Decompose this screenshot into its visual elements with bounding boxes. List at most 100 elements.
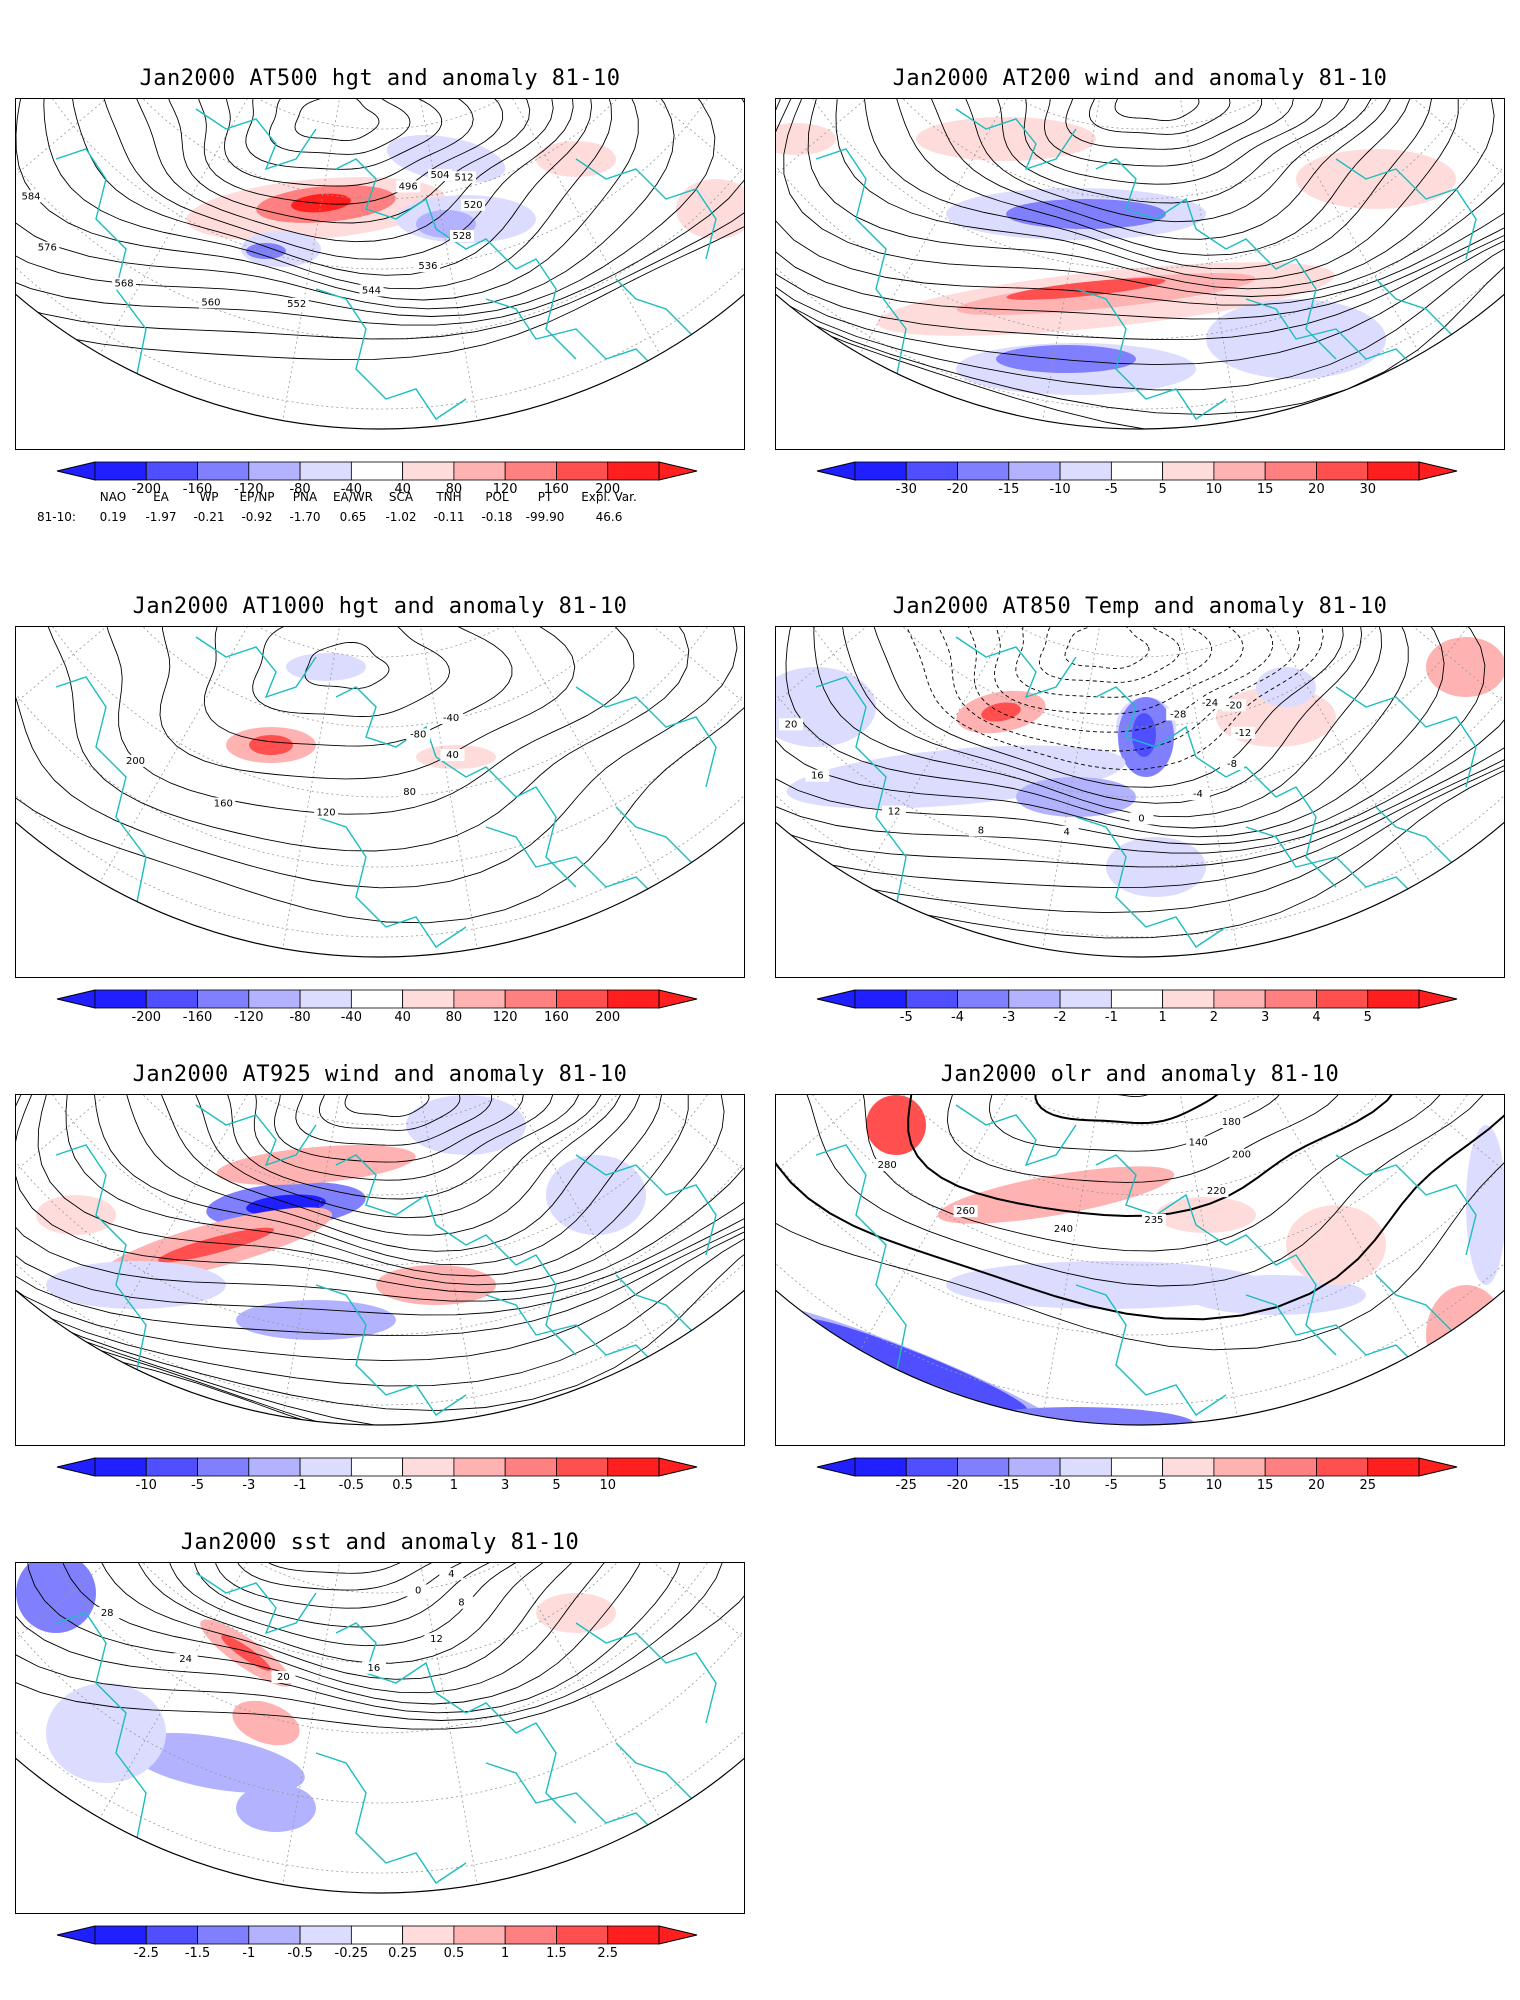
coastline (1095, 1154, 1197, 1226)
contour-label: 512 (454, 172, 473, 183)
contour-line (16, 1095, 744, 1293)
contour-line (43, 99, 612, 290)
anomaly-shading (232, 1700, 300, 1746)
colorbar-swatch (1367, 989, 1420, 1009)
index-name: EP/NP (239, 490, 275, 504)
colorbar-swatch (1110, 1457, 1164, 1477)
contour-line (16, 627, 744, 924)
anomaly-shading (286, 653, 366, 681)
contour-label: 496 (399, 181, 418, 192)
colorbar-tick-label: 80 (445, 482, 463, 497)
coastline (1075, 288, 1227, 420)
colorbar-swatch (504, 1925, 557, 1945)
contour-label: 4 (448, 1569, 454, 1580)
contour-line (16, 99, 639, 301)
contour-line (159, 627, 576, 780)
contour-line (783, 99, 1504, 297)
contour-line (16, 1095, 744, 1362)
contour-line (1088, 99, 1231, 135)
colorbar-swatch (556, 461, 609, 481)
colorbar-swatch (248, 989, 301, 1009)
colorbar-tick-label: 80 (445, 1010, 463, 1025)
colorbar-tick-label: -30 (895, 482, 917, 497)
colorbar-tick-label: -20 (946, 1478, 969, 1493)
contour-line (1084, 1095, 1170, 1098)
colorbar-ticks: -200 -160 -120 -80 -40 40 80 120 160 200 (57, 482, 697, 498)
colorbar-ticks: -25 -20 -15 -10 -5 5 10 15 20 25 (817, 1478, 1457, 1494)
colorbar-tick-label: -80 (289, 1010, 311, 1025)
anomaly-shading (246, 243, 286, 259)
graticule (16, 627, 744, 957)
colorbar-tick-label: -3 (1002, 1010, 1016, 1025)
contour-line (223, 99, 474, 187)
map-canvas (16, 1095, 744, 1426)
colorbar-tick-label: 10 (1205, 482, 1223, 497)
coastline (195, 1572, 317, 1635)
coastline (1375, 278, 1477, 340)
contour-line (16, 1563, 685, 1714)
anomaly-shading (804, 1318, 1028, 1412)
index-name: EA (153, 490, 169, 504)
anomaly-shading (916, 117, 1096, 161)
colorbar-swatch (1316, 989, 1369, 1009)
colorbar-tick-label: 3 (501, 1478, 510, 1493)
contour-line (268, 99, 411, 155)
colorbar-tick-label: 15 (1256, 1478, 1274, 1493)
index-value: -1.70 (289, 510, 321, 524)
contour-line (841, 627, 1363, 804)
colorbar-tick-label: -3 (242, 1478, 256, 1493)
colorbar-tick-label: -5 (191, 1478, 205, 1493)
map-area (775, 98, 1505, 450)
contour-line (81, 1563, 603, 1680)
colorbar-swatch (248, 461, 301, 481)
coastline (615, 806, 717, 868)
colorbar-tick-label: 200 (595, 1010, 621, 1025)
coastline (955, 108, 1077, 171)
colorbar-swatch (299, 461, 352, 481)
colorbar-swatch (1059, 989, 1112, 1009)
colorbar-tick-label: -4 (951, 1010, 965, 1025)
contour-line (131, 99, 554, 243)
colorbar-swatch (248, 1457, 301, 1477)
contour-line (203, 627, 513, 747)
index-value: -1.97 (145, 510, 177, 524)
contour-line (304, 641, 390, 690)
colorbar-swatch (453, 989, 506, 1009)
colorbar-tick-label: -200 (131, 482, 162, 497)
panel-title: Jan2000 sst and anomaly 81-10 (180, 1530, 580, 1555)
contour-line (776, 99, 1504, 306)
contour-line (946, 1095, 1347, 1183)
colorbar-swatch (197, 989, 250, 1009)
colorbar-ticks: -200 -160 -120 -80 -40 40 80 120 160 200 (57, 1010, 697, 1026)
contour-label: 140 (1189, 1137, 1208, 1148)
index-name: SCA (388, 490, 414, 504)
anomaly-shading (866, 1095, 926, 1155)
colorbar-swatch (1264, 461, 1317, 481)
colorbar: -5 -4 -3 -2 -1 1 2 3 4 5 (816, 989, 1458, 1025)
index-value: -1.02 (385, 510, 417, 524)
colorbar-ticks: -5 -4 -3 -2 -1 1 2 3 4 5 (817, 1010, 1457, 1026)
panel-at200-wind: Jan2000 AT200 wind and anomaly 81-10 -30… (775, 60, 1505, 500)
contour-label: 8 (458, 1598, 464, 1609)
colorbar-low-arrow (56, 1457, 96, 1477)
map-canvas: 0 4 8 12 16 20 24 28 (16, 1563, 744, 1894)
index-name: POL (485, 490, 509, 504)
colorbar-swatch (248, 1925, 301, 1945)
index-value: 0.65 (339, 510, 367, 524)
contour-line (294, 99, 380, 142)
contour-label: -40 (443, 713, 459, 724)
colorbar-swatch (1008, 461, 1061, 481)
colorbar: -30 -20 -15 -10 -5 5 10 15 20 30 (816, 461, 1458, 497)
colorbar-swatch (1213, 1457, 1266, 1477)
colorbar-swatch (402, 1457, 455, 1477)
index-name: PNA (292, 490, 318, 504)
graticule (16, 1095, 744, 1425)
anomaly-shading (249, 735, 293, 755)
contour-line (16, 99, 675, 310)
map-canvas: 140 180 200 220 235 240 260 280 (776, 1095, 1504, 1426)
coastlines (815, 636, 1477, 957)
coastline (485, 1762, 667, 1844)
coastline (485, 826, 667, 908)
indices-row-label: 81-10: (37, 510, 76, 524)
index-value: -0.18 (481, 510, 513, 524)
